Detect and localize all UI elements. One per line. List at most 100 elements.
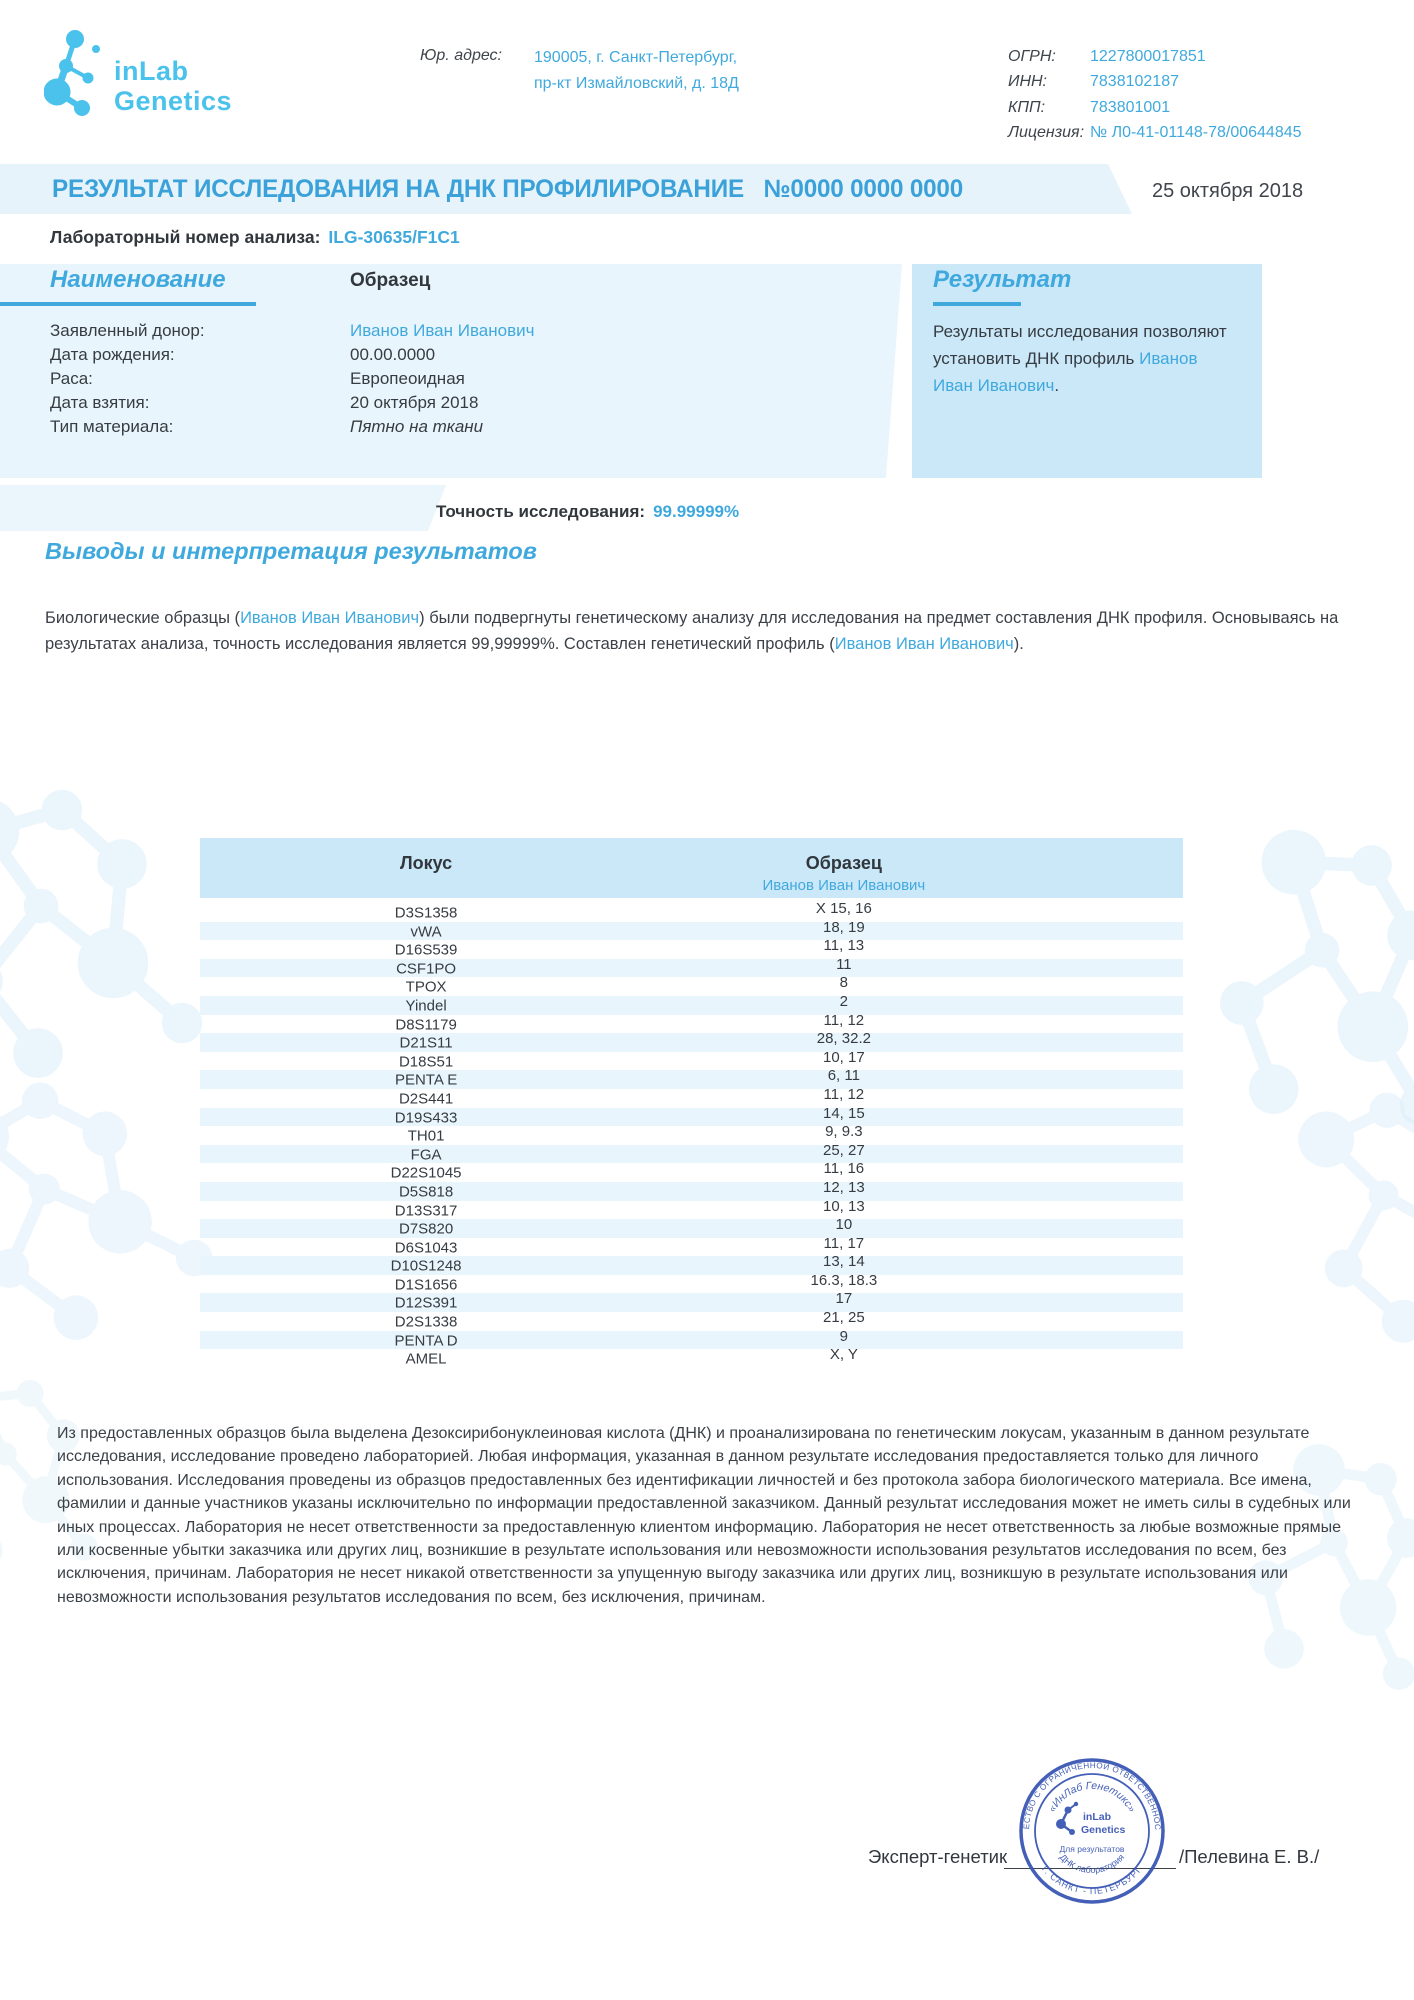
registry-value: 7838102187 [1090, 73, 1179, 91]
stamp-inner-bottom-text: ДНК лаборатория [1058, 1852, 1126, 1875]
result-panel [912, 264, 1262, 478]
loci-table-row: PENTA D 9 [200, 1328, 1183, 1350]
registry-row: ИНН: 7838102187 [1008, 69, 1302, 94]
locus-value: 25, 27 [822, 1141, 865, 1159]
accuracy-decor-band [0, 485, 446, 531]
locus-name: FGA [410, 1146, 442, 1164]
locus-name: AMEL [405, 1350, 447, 1368]
legal-address-value: 190005, г. Санкт-Петербург, пр-кт Измайл… [534, 45, 739, 97]
registry-label: ИНН: [1008, 73, 1047, 91]
donor-name-2: Иванов Иван Иванович [834, 634, 1014, 653]
registry-value: 783801001 [1090, 98, 1171, 116]
accuracy-value: 99.99999% [653, 502, 740, 521]
loci-table-row: vWA 18, 19 [200, 918, 1183, 941]
registry-label: ОГРН: [1008, 48, 1056, 65]
sample-info-label: Дата взятия: [50, 393, 150, 412]
locus-value: 10 [835, 1216, 853, 1234]
locus-name: vWA [410, 923, 442, 941]
accuracy-label: Точность исследования: [436, 502, 646, 521]
sample-info-row: Раса: Европеоидная [50, 367, 534, 391]
locus-value: 28, 32.2 [816, 1030, 871, 1048]
loci-table-row: D22S1045 11, 16 [200, 1160, 1183, 1182]
loci-table-row: D2S1338 21, 25 [200, 1309, 1183, 1331]
locus-value: 14, 15 [822, 1104, 865, 1122]
loci-table-row: Yindel 2 [200, 992, 1183, 1015]
sample-info-label: Заявленный донор: [50, 321, 205, 340]
locus-name: D22S1045 [390, 1164, 462, 1182]
signature-line [1004, 1838, 1176, 1869]
result-heading-underline [933, 302, 1021, 306]
accuracy-row: Точность исследования: 99.99999% [436, 502, 739, 522]
loci-table-row: D5S818 12, 13 [200, 1179, 1183, 1201]
locus-name: TH01 [407, 1127, 445, 1145]
loci-table: Локус Образец Иванов Иван Иванович D3S13… [200, 838, 1183, 1368]
registry-value: № Л0-41-01148-78/00644845 [1090, 124, 1302, 142]
stamp-logo-line1: inLab [1083, 1811, 1111, 1823]
registry-label: КПП: [1008, 98, 1046, 116]
locus-name: D2S441 [398, 1090, 454, 1108]
donor-name-1: Иванов Иван Иванович [240, 609, 420, 627]
loci-table-row: D19S433 14, 15 [200, 1104, 1183, 1127]
report-title-band: РЕЗУЛЬТАТ ИССЛЕДОВАНИЯ НА ДНК ПРОФИЛИРОВ… [0, 164, 1132, 214]
sample-info-value: 00.00.0000 [350, 345, 436, 364]
registry-label: Лицензия: [1008, 124, 1085, 142]
locus-name: PENTA E [394, 1071, 458, 1089]
locus-value: 2 [839, 992, 849, 1010]
conclusions-text-mid: ) были подвергнуты генетическому анализу… [45, 609, 1339, 653]
svg-text:ДНК лаборатория: ДНК лаборатория [1058, 1852, 1126, 1875]
loci-table-row: D7S820 10 [200, 1216, 1183, 1238]
locus-name: D19S433 [394, 1109, 458, 1127]
stamp-purpose-text: Для результатов [1060, 1844, 1125, 1854]
loci-table-row: FGA 25, 27 [200, 1141, 1183, 1164]
legal-address-line1: 190005, г. Санкт-Петербург, [534, 49, 738, 66]
signature-name: /Пелевина Е. В./ [1179, 1846, 1320, 1867]
loci-table-row: D21S11 28, 32.2 [200, 1030, 1183, 1052]
sample-info-value: 20 октября 2018 [350, 393, 479, 412]
locus-name: D5S818 [398, 1183, 454, 1201]
locus-value: X 15, 16 [815, 900, 872, 917]
result-text-after: . [1054, 376, 1060, 395]
loci-table-row: PENTA E 6, 11 [200, 1067, 1183, 1089]
stamp-logo-icon [1056, 1801, 1079, 1835]
result-donor-name: Иванов Иван Иванович [933, 349, 1198, 395]
lab-number-value: ILG-30635/F1C1 [328, 227, 460, 247]
sample-col-title: Образец [805, 853, 882, 873]
locus-name: D18S51 [398, 1053, 454, 1071]
loci-table-row: D13S317 10, 13 [200, 1198, 1183, 1220]
inlab-genetics-logo-icon [44, 30, 100, 116]
locus-name: D3S1358 [394, 904, 458, 922]
sample-column-heading: Образец [350, 270, 431, 291]
locus-value: 18, 19 [822, 918, 865, 936]
locus-name: D2S1338 [394, 1313, 458, 1331]
locus-value: 8 [839, 974, 849, 992]
locus-name: D12S391 [394, 1294, 458, 1312]
loci-table-row: D2S441 11, 12 [200, 1086, 1183, 1108]
loci-table-row: D6S1043 11, 17 [200, 1234, 1183, 1257]
locus-value: 11, 16 [823, 1160, 865, 1178]
locus-name: PENTA D [394, 1332, 458, 1350]
report-date: 25 октября 2018 [1152, 180, 1304, 202]
sample-panel [0, 264, 902, 478]
loci-table-row: D10S1248 13, 14 [200, 1253, 1183, 1275]
loci-col-header: Локус [399, 853, 453, 873]
locus-name: D10S1248 [390, 1257, 462, 1275]
locus-value: 11, 17 [823, 1234, 865, 1252]
sample-info-row: Дата рождения: 00.00.0000 [50, 343, 534, 367]
loci-table-row: TH01 9, 9.3 [200, 1123, 1183, 1145]
locus-value: X, Y [829, 1346, 858, 1364]
sample-panel-heading: Наименование [50, 266, 226, 293]
logo-line-genetics: Genetics [114, 86, 233, 116]
registry-list: ОГРН: 1227800017851 ИНН: 7838102187 КПП: 7838… [1008, 44, 1302, 146]
company-round-stamp: ОБЩЕСТВО С ОГРАНИЧЕННОЙ ОТВЕТСТВЕННОСТЬЮ… [1006, 1744, 1165, 1904]
loci-table-row: D3S1358 X 15, 16 [200, 900, 1183, 922]
conclusions-heading: Выводы и интерпретация результатов [45, 538, 537, 564]
locus-name: D21S11 [399, 1034, 453, 1052]
sample-info-row: Дата взятия: 20 октября 2018 [50, 391, 534, 415]
legal-address-label: Юр. адрес: [420, 47, 502, 64]
lab-number-label: Лабораторный номер анализа: [50, 227, 321, 247]
inlab-genetics-logo-text: inLab Genetics [114, 56, 232, 116]
sample-heading-underline [0, 302, 256, 306]
conclusions-text: Биологические образцы ( [45, 609, 241, 627]
sample-info-value: Европеоидная [350, 369, 465, 388]
result-text-before: Результаты исследования позволяют устано… [933, 322, 1227, 368]
